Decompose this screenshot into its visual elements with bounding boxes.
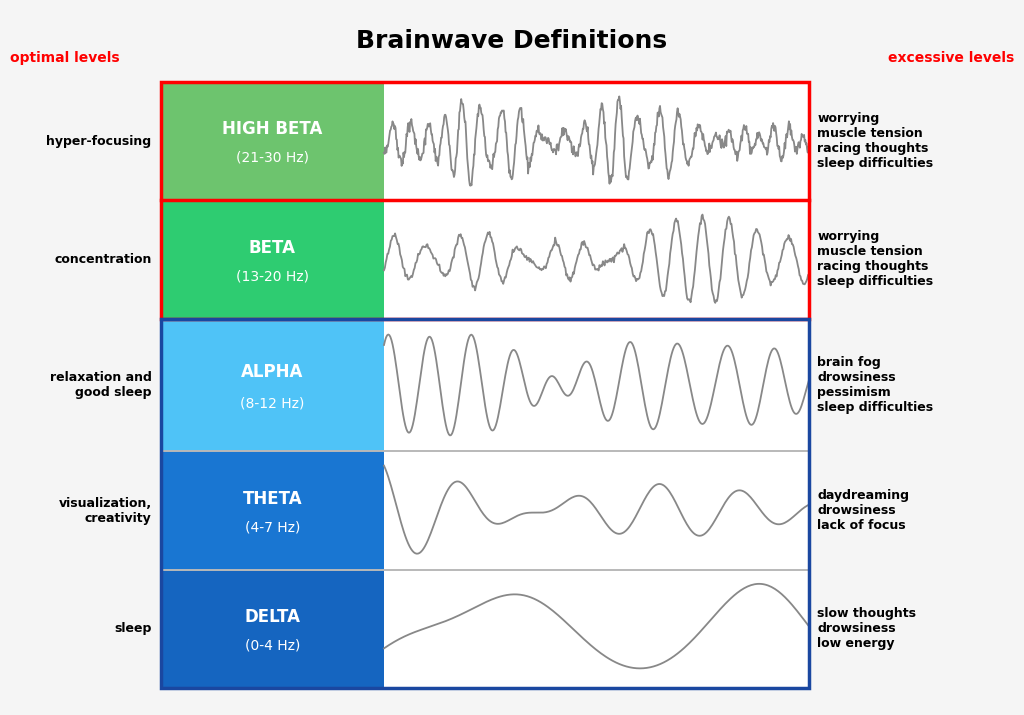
Bar: [384, 200, 809, 319]
Text: Brainwave Definitions: Brainwave Definitions: [356, 29, 668, 53]
Bar: [384, 570, 809, 688]
Text: daydreaming
drowsiness
lack of focus: daydreaming drowsiness lack of focus: [817, 489, 909, 532]
Text: relaxation and
good sleep: relaxation and good sleep: [50, 371, 152, 399]
Bar: [161, 570, 384, 688]
Text: worrying
muscle tension
racing thoughts
sleep difficulties: worrying muscle tension racing thoughts …: [817, 112, 933, 170]
Text: (8-12 Hz): (8-12 Hz): [241, 397, 304, 410]
Bar: [161, 200, 384, 319]
Bar: [161, 451, 384, 570]
Text: visualization,
creativity: visualization, creativity: [58, 497, 152, 525]
Text: worrying
muscle tension
racing thoughts
sleep difficulties: worrying muscle tension racing thoughts …: [817, 230, 933, 288]
Bar: [161, 319, 384, 451]
Text: ALPHA: ALPHA: [242, 363, 303, 380]
Bar: [384, 319, 809, 451]
Text: (4-7 Hz): (4-7 Hz): [245, 520, 300, 534]
Bar: [161, 319, 809, 688]
Bar: [161, 82, 809, 319]
Text: (0-4 Hz): (0-4 Hz): [245, 638, 300, 652]
Bar: [384, 451, 809, 570]
Text: sleep: sleep: [115, 622, 152, 635]
Text: THETA: THETA: [243, 490, 302, 508]
Text: hyper-focusing: hyper-focusing: [46, 135, 152, 148]
Bar: [161, 82, 384, 200]
Text: excessive levels: excessive levels: [888, 51, 1014, 66]
Text: DELTA: DELTA: [245, 608, 300, 626]
Bar: [384, 82, 809, 200]
Text: (21-30 Hz): (21-30 Hz): [236, 151, 309, 165]
Text: HIGH BETA: HIGH BETA: [222, 121, 323, 139]
Text: concentration: concentration: [54, 253, 152, 266]
Text: brain fog
drowsiness
pessimism
sleep difficulties: brain fog drowsiness pessimism sleep dif…: [817, 356, 933, 414]
Text: optimal levels: optimal levels: [10, 51, 120, 66]
Text: slow thoughts
drowsiness
low energy: slow thoughts drowsiness low energy: [817, 607, 916, 650]
Text: BETA: BETA: [249, 239, 296, 257]
Text: (13-20 Hz): (13-20 Hz): [236, 269, 309, 283]
